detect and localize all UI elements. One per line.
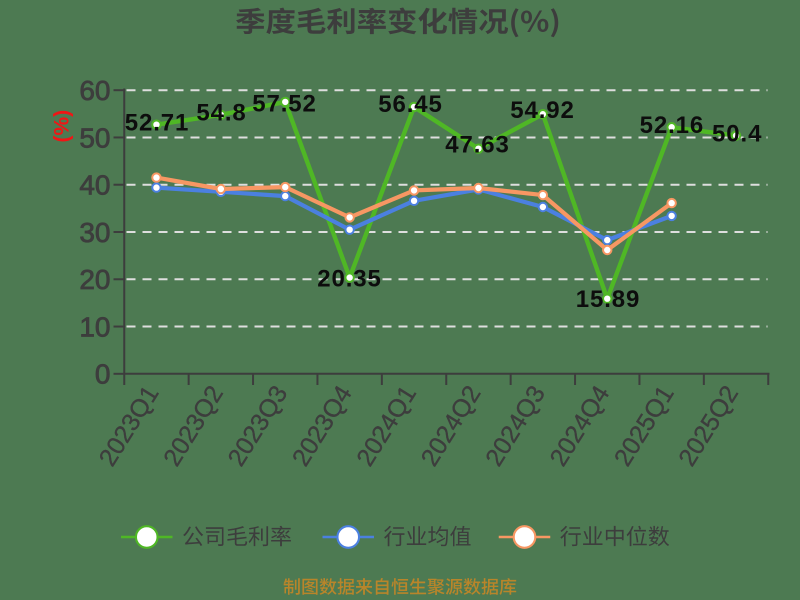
- svg-text:20: 20: [79, 264, 110, 295]
- svg-text:40: 40: [79, 170, 110, 201]
- svg-text:10: 10: [79, 311, 110, 342]
- svg-text:60: 60: [79, 75, 110, 106]
- svg-text:47.63: 47.63: [445, 132, 510, 159]
- svg-text:0: 0: [95, 359, 111, 390]
- svg-text:(%): (%): [51, 110, 74, 143]
- svg-text:20.35: 20.35: [317, 266, 382, 293]
- svg-text:50: 50: [79, 122, 110, 153]
- svg-text:50.4: 50.4: [712, 121, 762, 148]
- svg-text:54.8: 54.8: [196, 100, 246, 127]
- svg-text:52.16: 52.16: [640, 112, 705, 139]
- svg-text:54.92: 54.92: [510, 97, 575, 124]
- svg-text:56.45: 56.45: [378, 91, 443, 118]
- svg-text:30: 30: [79, 217, 110, 248]
- svg-text:15.89: 15.89: [576, 286, 641, 313]
- svg-text:52.71: 52.71: [125, 110, 190, 137]
- svg-text:57.52: 57.52: [252, 91, 317, 118]
